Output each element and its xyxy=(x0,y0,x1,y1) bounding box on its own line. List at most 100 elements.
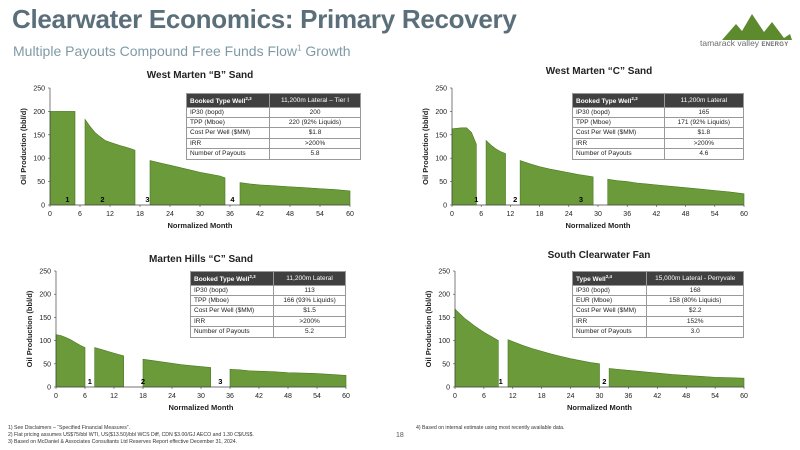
y-tick-label: 150 xyxy=(438,315,450,322)
row-label: Cost Per Well ($MM) xyxy=(189,305,275,317)
row-label: TPP (Mboe) xyxy=(572,116,665,129)
table-row: IRR >200% xyxy=(185,137,361,150)
row-label: Number of Payouts xyxy=(571,326,648,338)
x-tick-label: 48 xyxy=(682,211,690,218)
production-area-segment-2 xyxy=(84,118,136,206)
x-tick-label: 36 xyxy=(625,393,633,400)
x-axis-label: Normalized Month xyxy=(169,403,234,412)
y-tick-label: 50 xyxy=(37,179,45,186)
production-area-segment-3 xyxy=(608,368,745,388)
row-label: IP30 (bopd) xyxy=(572,106,665,118)
table-row: IRR >200% xyxy=(189,315,346,328)
x-tick-label: 6 xyxy=(479,211,483,218)
x-tick-label: 36 xyxy=(226,393,234,400)
row-value: 5.2 xyxy=(273,326,346,338)
payout-marker-label: 4 xyxy=(230,195,235,204)
x-axis-label: Normalized Month xyxy=(168,221,233,230)
row-value: 168 xyxy=(646,284,744,296)
y-axis-label: Oil Production (bbl/d) xyxy=(19,108,28,185)
x-tick-label: 6 xyxy=(482,393,486,400)
row-label: IRR xyxy=(572,137,665,150)
footnote-1: 1) See Disclaimers – “Specified Financia… xyxy=(8,425,130,431)
row-value: 171 (92% Liquids) xyxy=(663,116,745,129)
logo-text: tamarack valley ENERGY xyxy=(700,38,789,48)
y-axis-label: Oil Production (bbl/d) xyxy=(424,290,433,367)
payout-marker-label: 2 xyxy=(141,377,145,386)
x-tick-label: 18 xyxy=(536,211,544,218)
y-tick-label: 200 xyxy=(435,109,447,116)
production-area-segment-1 xyxy=(451,127,477,206)
table-row: Number of Payouts 5.2 xyxy=(189,326,346,338)
table-row: EUR (Mboe) 158 (80% Liquids) xyxy=(571,294,744,307)
row-value: $1.8 xyxy=(269,127,361,139)
payout-marker-label: 1 xyxy=(88,377,92,386)
x-tick-label: 12 xyxy=(110,393,118,400)
chart-title: West Marten “B” Sand xyxy=(147,70,254,81)
y-tick-label: 250 xyxy=(33,86,45,93)
y-tick-label: 100 xyxy=(39,338,51,345)
row-label: Number of Payouts xyxy=(189,326,275,338)
row-label: EUR (Mboe) xyxy=(571,294,648,307)
x-tick-label: 60 xyxy=(740,393,748,400)
row-value: $1.5 xyxy=(273,305,346,317)
row-label: IP30 (bopd) xyxy=(189,284,275,296)
x-tick-label: 48 xyxy=(284,393,292,400)
x-tick-label: 18 xyxy=(538,393,546,400)
row-value: >200% xyxy=(269,137,361,150)
type-well-table: Booked Type Well2,3 11,200m Lateral IP30 (… xyxy=(189,271,346,338)
table-row: IRR >200% xyxy=(572,137,745,150)
table-row: Number of Payouts 4.6 xyxy=(572,148,745,160)
row-value: >200% xyxy=(273,315,346,328)
x-tick-label: 54 xyxy=(711,211,719,218)
row-value: 165 xyxy=(663,106,745,118)
y-tick-label: 200 xyxy=(438,292,450,299)
footnotes-left: 1) See Disclaimers – “Specified Financia… xyxy=(8,425,254,446)
table-row: IP30 (bopd) 168 xyxy=(571,284,744,296)
x-tick-label: 42 xyxy=(653,393,661,400)
y-tick-label: 150 xyxy=(39,315,51,322)
table-row: IP30 (bopd) 113 xyxy=(189,284,346,296)
table-row: Cost Per Well ($MM) $1.5 xyxy=(189,305,346,317)
x-tick-label: 12 xyxy=(106,211,114,218)
row-label: Number of Payouts xyxy=(572,148,665,160)
production-area-segment-1 xyxy=(55,334,86,388)
table-header-label: Booked Type Well2,3 xyxy=(185,93,271,108)
x-tick-label: 0 xyxy=(54,393,58,400)
production-area-segment-3 xyxy=(142,358,211,388)
footnote-4: 4) Based on internal estimate using most… xyxy=(416,425,565,431)
y-tick-label: 250 xyxy=(438,269,450,276)
x-tick-label: 24 xyxy=(565,211,573,218)
row-label: TPP (Mboe) xyxy=(189,294,275,307)
x-tick-label: 30 xyxy=(197,393,205,400)
x-tick-label: 30 xyxy=(594,211,602,218)
type-well-table: Type Well2,4 15,000m Lateral - Perryvale I… xyxy=(571,271,744,338)
y-tick-label: 50 xyxy=(442,361,450,368)
x-tick-label: 24 xyxy=(168,393,176,400)
payout-marker-label: 1 xyxy=(499,377,503,386)
table-row: Cost Per Well ($MM) $2.2 xyxy=(571,305,744,317)
type-well-table: Booked Type Well2,3 11,200m Lateral IP30 (… xyxy=(572,93,745,160)
x-tick-label: 60 xyxy=(346,211,354,218)
x-tick-label: 18 xyxy=(139,393,147,400)
y-tick-label: 250 xyxy=(39,269,51,276)
production-area-segment-3 xyxy=(149,160,226,206)
y-axis-label: Oil Production (bbl/d) xyxy=(25,290,34,367)
y-tick-label: 150 xyxy=(33,132,45,139)
company-logo xyxy=(722,14,792,40)
x-axis-label: Normalized Month xyxy=(567,403,632,412)
row-value: 3.0 xyxy=(646,326,744,338)
x-tick-label: 36 xyxy=(226,211,234,218)
table-header-value: 15,000m Lateral - Perryvale xyxy=(646,271,744,286)
page-number: 18 xyxy=(396,432,404,439)
table-row: IP30 (bopd) 200 xyxy=(185,106,361,118)
type-well-table: Booked Type Well2,3 11,200m Lateral – Tie… xyxy=(185,93,361,160)
row-label: Number of Payouts xyxy=(185,148,271,160)
x-tick-label: 24 xyxy=(567,393,575,400)
row-value: 5.8 xyxy=(269,148,361,160)
x-tick-label: 60 xyxy=(740,211,748,218)
payout-marker-label: 2 xyxy=(602,377,606,386)
